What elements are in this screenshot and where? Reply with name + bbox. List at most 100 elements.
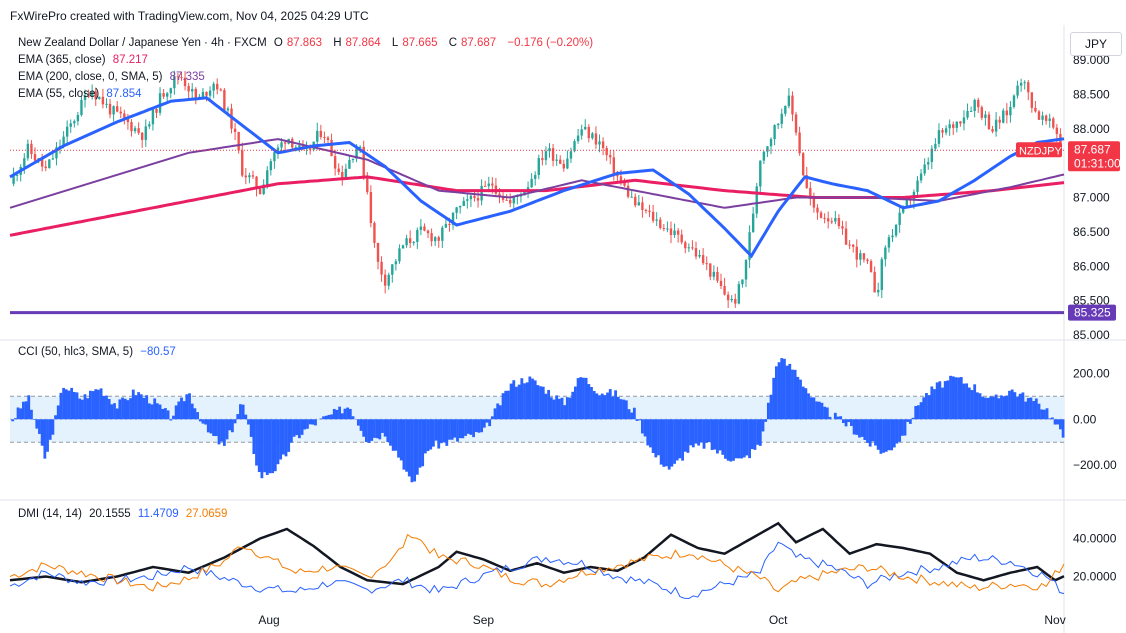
candle-body — [112, 106, 115, 115]
cci-bar — [13, 418, 17, 420]
candle-body — [469, 195, 473, 200]
cci-bar — [598, 395, 601, 420]
candle-body — [880, 259, 883, 290]
candle-body — [905, 199, 908, 206]
currency-button[interactable]: JPY — [1070, 32, 1122, 56]
cci-bar — [70, 387, 74, 420]
cci-bar — [343, 408, 347, 420]
candle-body — [23, 158, 26, 167]
candle-body — [537, 158, 540, 175]
cci-bar — [568, 397, 572, 420]
cci-bar — [533, 380, 537, 420]
cci-bar — [748, 419, 751, 459]
cci-bar — [440, 419, 443, 444]
candle-body — [776, 123, 780, 126]
candle-body — [248, 175, 251, 178]
cci-bar — [721, 419, 725, 455]
cci-legend: CCI (50, hlc3, SMA, 5) −80.57 — [18, 346, 180, 358]
cci-bar — [204, 419, 208, 425]
cci-bar — [1037, 403, 1041, 420]
cci-bar — [300, 419, 304, 435]
candle-body — [548, 148, 551, 152]
cci-bar — [520, 378, 524, 420]
cci-bar — [975, 392, 979, 420]
low-label: L — [391, 37, 399, 49]
cci-bar — [394, 419, 398, 451]
candle-body — [887, 237, 891, 248]
cci-bar — [1042, 409, 1046, 420]
candle-body — [90, 91, 94, 97]
cci-bar — [716, 419, 719, 454]
candle-body — [873, 271, 876, 293]
candle-body — [151, 109, 155, 125]
cci-bar — [750, 419, 754, 450]
cci-bar — [295, 419, 299, 436]
cci-bar — [686, 419, 690, 453]
candle-body — [1037, 111, 1041, 120]
candle-body — [115, 106, 119, 112]
candle-body — [598, 141, 601, 145]
candle-body — [673, 230, 676, 236]
cci-bar — [423, 419, 427, 454]
cci-bar — [536, 385, 540, 420]
candle-body — [1055, 127, 1059, 135]
candle-body — [51, 158, 55, 160]
cci-bar — [196, 412, 199, 420]
candle-body — [423, 226, 426, 231]
cci-bar — [346, 407, 350, 420]
cci-label: CCI (50, hlc3, SMA, 5) — [18, 346, 134, 358]
candle-body — [823, 217, 826, 219]
cci-bar — [131, 389, 135, 420]
candle-body — [605, 148, 608, 156]
candle-body — [73, 121, 76, 124]
open-value: 87.863 — [286, 37, 322, 49]
cci-bar — [27, 395, 31, 420]
candle-body — [476, 197, 480, 201]
cci-bar — [378, 419, 382, 440]
cci-bar — [753, 419, 757, 450]
candle-body — [648, 210, 651, 212]
candle-body — [676, 230, 680, 235]
cci-bar — [35, 419, 39, 429]
candle-body — [344, 168, 348, 178]
cci-bar — [654, 419, 658, 458]
cci-bar — [1010, 389, 1014, 420]
candle-body — [844, 228, 848, 245]
candle-body — [298, 145, 301, 148]
candle-body — [505, 199, 508, 201]
cci-bar — [1045, 408, 1049, 420]
candle-body — [433, 237, 437, 242]
cci-bar — [458, 419, 462, 439]
symbol-badge-label: NZDJPY — [1019, 145, 1062, 157]
cci-bar — [1018, 393, 1022, 420]
cci-bar — [201, 419, 205, 424]
cci-bar — [949, 375, 952, 420]
candle-body — [998, 119, 1001, 123]
candle-body — [841, 226, 844, 229]
candle-body — [787, 95, 791, 107]
candle-body — [87, 95, 90, 97]
cci-bar — [973, 384, 977, 420]
cci-bar — [635, 419, 639, 421]
cci-bar — [525, 382, 529, 420]
cci-bar — [874, 419, 877, 446]
cci-bar — [608, 389, 612, 420]
cci-bar — [507, 390, 510, 420]
cci-bar — [863, 419, 867, 441]
cci-bar — [166, 410, 170, 420]
cci-bar — [485, 419, 489, 423]
cci-bar — [198, 419, 202, 422]
candle-body — [562, 163, 565, 169]
candle-body — [530, 178, 533, 188]
cci-bar — [879, 419, 883, 454]
cci-bar — [193, 408, 197, 420]
cci-bar — [450, 419, 454, 440]
candle-body — [855, 246, 858, 260]
cci-bar — [172, 415, 175, 420]
candle-body — [341, 172, 344, 178]
price-badge — [1068, 141, 1120, 172]
candle-body — [948, 124, 951, 129]
cci-bar — [190, 403, 194, 420]
cci-bar — [236, 414, 240, 420]
